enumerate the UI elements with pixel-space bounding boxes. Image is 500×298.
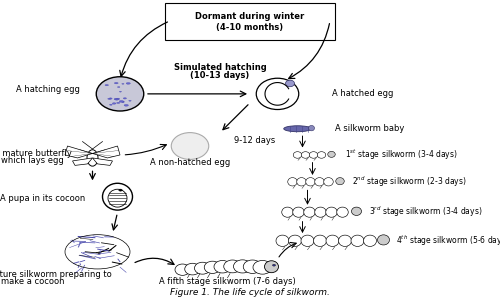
Text: A non-hatched egg: A non-hatched egg	[150, 158, 230, 167]
Ellipse shape	[308, 125, 314, 131]
Ellipse shape	[122, 83, 124, 84]
Polygon shape	[92, 158, 112, 165]
Ellipse shape	[214, 260, 231, 273]
FancyBboxPatch shape	[165, 3, 335, 40]
Text: A silkworm baby: A silkworm baby	[335, 124, 404, 133]
Ellipse shape	[116, 98, 119, 100]
Ellipse shape	[243, 260, 262, 274]
Ellipse shape	[276, 235, 289, 246]
Ellipse shape	[120, 91, 122, 92]
Ellipse shape	[301, 152, 310, 158]
Ellipse shape	[119, 189, 122, 191]
Ellipse shape	[102, 183, 132, 210]
Text: Figure 1. The life cycle of silkworm.: Figure 1. The life cycle of silkworm.	[170, 288, 330, 297]
Polygon shape	[92, 146, 120, 158]
Text: A pupa in its cocoon: A pupa in its cocoon	[0, 194, 85, 203]
Ellipse shape	[297, 178, 306, 186]
Ellipse shape	[108, 98, 110, 100]
Ellipse shape	[112, 103, 116, 104]
Ellipse shape	[118, 86, 120, 88]
Ellipse shape	[293, 207, 304, 217]
Ellipse shape	[105, 84, 108, 86]
Ellipse shape	[351, 235, 364, 246]
Ellipse shape	[108, 189, 127, 207]
Text: A hatching egg: A hatching egg	[16, 85, 80, 94]
Text: 2$^{nd}$ stage silkworm (2-3 days): 2$^{nd}$ stage silkworm (2-3 days)	[352, 175, 467, 189]
Ellipse shape	[204, 261, 221, 274]
Ellipse shape	[336, 207, 348, 217]
Ellipse shape	[364, 235, 376, 246]
Ellipse shape	[128, 100, 131, 101]
Ellipse shape	[234, 260, 252, 273]
Ellipse shape	[123, 98, 126, 99]
Ellipse shape	[126, 83, 130, 84]
Ellipse shape	[109, 98, 112, 99]
Ellipse shape	[114, 98, 118, 100]
Ellipse shape	[324, 178, 333, 186]
Ellipse shape	[194, 262, 210, 274]
Text: Dormant during winter: Dormant during winter	[196, 12, 304, 21]
Text: A mature silkworm preparing to: A mature silkworm preparing to	[0, 270, 112, 279]
Ellipse shape	[122, 101, 124, 102]
Ellipse shape	[301, 235, 314, 246]
Ellipse shape	[338, 235, 351, 246]
Text: Simulated hatching: Simulated hatching	[174, 63, 266, 72]
Polygon shape	[72, 158, 92, 165]
Ellipse shape	[284, 126, 311, 132]
Ellipse shape	[119, 100, 124, 102]
Ellipse shape	[328, 151, 335, 157]
Polygon shape	[65, 146, 92, 158]
Text: 4$^{th}$ stage silkworm (5-6 days): 4$^{th}$ stage silkworm (5-6 days)	[396, 234, 500, 248]
Ellipse shape	[286, 80, 294, 87]
Text: (4-10 months): (4-10 months)	[216, 23, 284, 32]
Ellipse shape	[175, 264, 190, 275]
Ellipse shape	[224, 260, 241, 273]
Ellipse shape	[116, 102, 120, 104]
Ellipse shape	[326, 207, 337, 217]
Text: A fifth stage silkworm (7-6 days): A fifth stage silkworm (7-6 days)	[159, 277, 296, 285]
Ellipse shape	[96, 77, 144, 111]
Ellipse shape	[122, 102, 124, 103]
Text: A mature butterfly: A mature butterfly	[0, 149, 72, 158]
Text: which lays egg: which lays egg	[1, 156, 64, 165]
Ellipse shape	[171, 133, 209, 159]
Ellipse shape	[293, 152, 302, 158]
Ellipse shape	[288, 178, 297, 186]
Ellipse shape	[315, 207, 326, 217]
Text: A hatched egg: A hatched egg	[332, 89, 394, 98]
Ellipse shape	[253, 260, 272, 274]
Text: make a cocoon: make a cocoon	[1, 277, 64, 285]
Ellipse shape	[264, 261, 278, 273]
Ellipse shape	[306, 178, 316, 186]
Ellipse shape	[256, 78, 299, 109]
Ellipse shape	[309, 152, 318, 158]
Ellipse shape	[87, 150, 98, 166]
Ellipse shape	[352, 207, 362, 215]
Ellipse shape	[272, 264, 276, 266]
Ellipse shape	[314, 235, 326, 246]
Ellipse shape	[315, 178, 324, 186]
Text: (10-13 days): (10-13 days)	[190, 71, 250, 80]
Ellipse shape	[114, 82, 118, 84]
Ellipse shape	[318, 152, 326, 158]
Text: 1$^{st}$ stage silkworm (3-4 days): 1$^{st}$ stage silkworm (3-4 days)	[345, 148, 458, 162]
Ellipse shape	[185, 263, 200, 275]
Text: 9-12 days: 9-12 days	[234, 136, 276, 145]
Ellipse shape	[326, 235, 339, 246]
Ellipse shape	[304, 207, 316, 217]
Ellipse shape	[336, 178, 344, 185]
Ellipse shape	[124, 104, 128, 106]
Ellipse shape	[378, 235, 390, 245]
Ellipse shape	[110, 104, 112, 105]
Ellipse shape	[282, 207, 293, 217]
Ellipse shape	[288, 235, 302, 246]
Ellipse shape	[114, 98, 117, 100]
Text: 3$^{rd}$ stage silkworm (3-4 days): 3$^{rd}$ stage silkworm (3-4 days)	[369, 205, 482, 219]
